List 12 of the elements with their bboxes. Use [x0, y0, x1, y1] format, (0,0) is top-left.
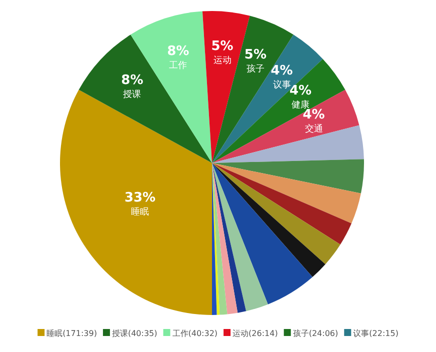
- legend-label: 议事(22:15): [353, 329, 398, 338]
- data-label: 5% 孩子: [244, 48, 267, 75]
- data-label: 8% 工作: [167, 44, 190, 71]
- data-label: 8% 授课: [121, 73, 144, 100]
- legend-label: 授课(40:35): [112, 329, 158, 338]
- legend-label: 睡眠(171:39): [46, 329, 97, 338]
- data-label: 4% 交通: [302, 108, 325, 135]
- data-label: 5% 运动: [211, 39, 234, 66]
- legend-label: 运动(26:14): [232, 329, 278, 338]
- legend-label: 孩子(24:06): [292, 329, 338, 338]
- data-label: 33% 睡眠: [124, 190, 156, 218]
- legend-label: 工作(40:32): [172, 329, 218, 338]
